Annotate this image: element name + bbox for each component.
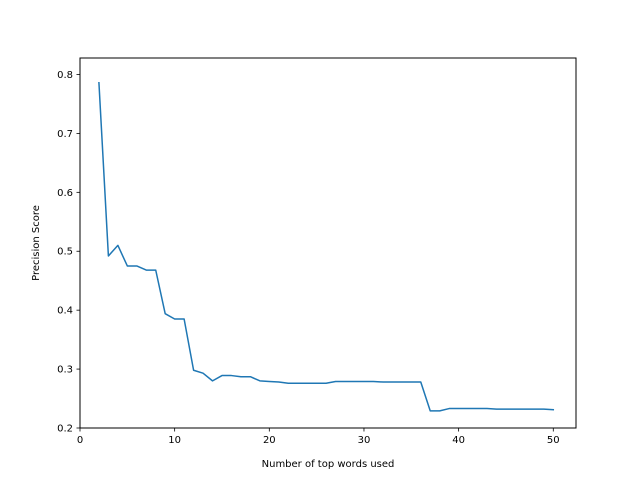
x-tick-label: 30 — [358, 435, 371, 446]
x-axis-label: Number of top words used — [262, 459, 395, 470]
x-tick-label: 50 — [547, 435, 560, 446]
y-tick-label: 0.4 — [57, 306, 73, 317]
x-tick-label: 0 — [77, 435, 83, 446]
x-tick-label: 20 — [263, 435, 276, 446]
plot-area — [98, 81, 555, 412]
series-line — [98, 81, 555, 412]
plot-frame — [79, 57, 577, 429]
y-tick-label: 0.2 — [57, 424, 73, 435]
y-axis: 0.2 0.3 0.4 0.5 0.6 0.7 0.8 — [57, 70, 80, 435]
y-tick-label: 0.7 — [57, 129, 73, 140]
y-tick-label: 0.5 — [57, 247, 73, 258]
y-tick-label: 0.6 — [57, 188, 73, 199]
x-tick-label: 40 — [452, 435, 465, 446]
y-axis-label: Precision Score — [31, 205, 42, 281]
x-tick-label: 10 — [168, 435, 181, 446]
y-tick-label: 0.3 — [57, 365, 73, 376]
x-axis: 0 10 20 30 40 50 — [77, 428, 560, 446]
y-tick-label: 0.8 — [57, 70, 73, 81]
